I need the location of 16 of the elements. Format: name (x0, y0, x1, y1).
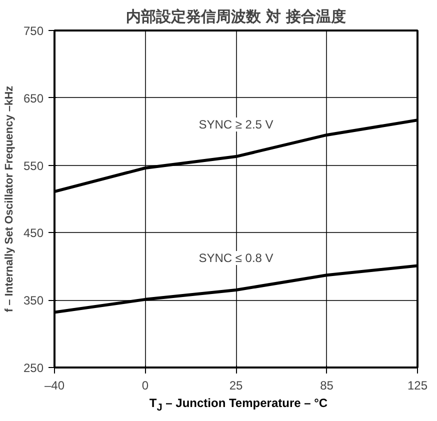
y-tick-label: 350 (23, 294, 44, 308)
y-tick-label: 450 (23, 226, 44, 240)
x-tick-label: 85 (320, 378, 334, 392)
x-tick-label: 0 (142, 378, 149, 392)
x-tick-label: –40 (44, 378, 65, 392)
chart-title: 内部設定発信周波数 対 接合温度 (126, 8, 346, 26)
y-axis-title: f – Internally Set Oscillator Frequency –kHz (3, 85, 16, 312)
x-tick-label: 25 (229, 378, 243, 392)
x-tick-label: 125 (407, 378, 428, 392)
annotation: SYNC ≤ 0.8 V (198, 250, 274, 265)
annotation: SYNC ≥ 2.5 V (198, 118, 274, 132)
y-tick-label: 250 (23, 361, 44, 375)
y-tick-label: 750 (23, 24, 44, 38)
y-tick-label: 550 (23, 158, 44, 173)
y-tick-label: 650 (23, 91, 44, 106)
x-axis-title: T$_{J}$ – Junction Temperature – °C (148, 395, 329, 416)
